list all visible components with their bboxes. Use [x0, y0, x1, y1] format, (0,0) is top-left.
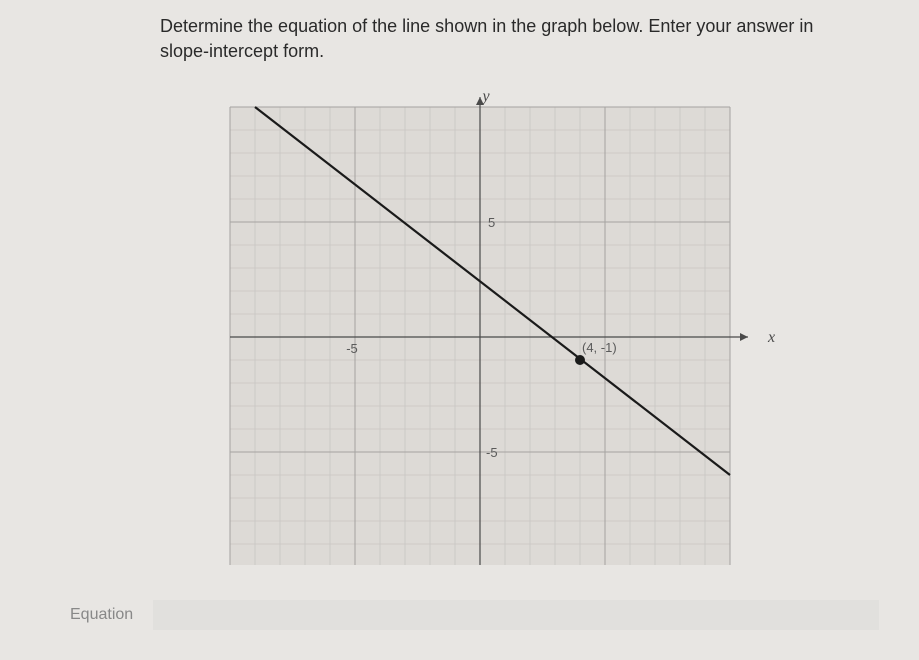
svg-text:-5: -5	[346, 341, 358, 356]
coordinate-graph: -55-5xy(4, -1)	[220, 85, 720, 565]
svg-text:(4, -1): (4, -1)	[582, 340, 617, 355]
equation-input[interactable]	[153, 600, 879, 630]
svg-text:x: x	[767, 329, 775, 346]
svg-text:5: 5	[488, 215, 495, 230]
svg-text:y: y	[480, 88, 490, 105]
question-prompt: Determine the equation of the line shown…	[160, 14, 859, 64]
answer-row: Equation	[70, 600, 879, 630]
svg-text:-5: -5	[486, 445, 498, 460]
graph-svg: -5 5 -5 x y (4, -1)	[220, 85, 780, 565]
equation-label: Equation	[70, 606, 133, 624]
